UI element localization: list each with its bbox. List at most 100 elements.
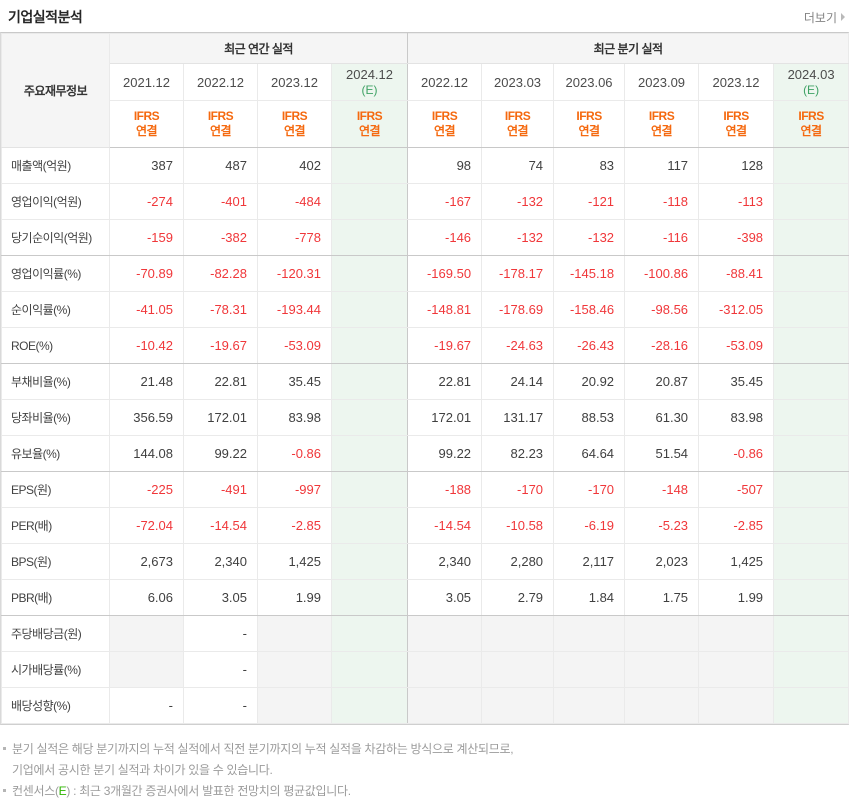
- value-cell: -158.46: [553, 291, 626, 328]
- value-cell: 24.14: [481, 363, 555, 400]
- value-cell: [330, 471, 409, 508]
- footnote-quarterly-cont: 기업에서 공시한 분기 실적과 차이가 있을 수 있습니다.: [3, 760, 850, 781]
- value-cell: 2,023: [624, 543, 700, 580]
- value-cell: 356.59: [109, 399, 184, 436]
- table-row: PER(배) -72.04 -14.54 -2.85 -14.54 -10.58 -6.19…: [1, 507, 850, 544]
- value-cell: -2.85: [698, 507, 775, 544]
- row-label: BPS(원): [1, 543, 110, 580]
- table-row: PBR(배) 6.06 3.05 1.99 3.05 2.79 1.84 1.75 1.99: [1, 579, 850, 616]
- table-row: 순이익률(%) -41.05 -78.31 -193.44 -148.81 -178.69…: [1, 291, 850, 328]
- value-cell: -78.31: [183, 291, 258, 328]
- value-cell: [773, 327, 850, 364]
- corner-header: 주요재무정보: [1, 33, 110, 148]
- row-label: PER(배): [1, 507, 110, 544]
- value-cell: [773, 435, 850, 472]
- value-cell: -19.67: [407, 327, 483, 364]
- page-title: 기업실적분석: [8, 9, 83, 25]
- value-cell: 51.54: [624, 435, 700, 472]
- more-button[interactable]: 더보기: [804, 9, 845, 26]
- value-cell: -6.19: [553, 507, 626, 544]
- value-cell: [773, 471, 850, 508]
- value-cell: 487: [183, 147, 258, 184]
- table-row: ROE(%) -10.42 -19.67 -53.09 -19.67 -24.63 -26.…: [1, 327, 850, 364]
- group-header: 최근 연간 실적: [108, 33, 409, 64]
- value-cell: 387: [109, 147, 184, 184]
- value-cell: -82.28: [183, 255, 258, 292]
- value-cell: 117: [624, 147, 700, 184]
- table-row: 배당성향(%) - -: [1, 687, 850, 724]
- bullet-icon: [3, 789, 6, 792]
- ifrs-header: IFRS 연결: [257, 100, 332, 148]
- value-cell: [257, 687, 332, 724]
- value-cell: -19.67: [183, 327, 258, 364]
- value-cell: [330, 255, 409, 292]
- value-cell: -169.50: [407, 255, 483, 292]
- value-cell: 22.81: [407, 363, 483, 400]
- value-cell: -121: [553, 183, 626, 220]
- value-cell: -26.43: [553, 327, 626, 364]
- ifrs-header: IFRS 연결: [553, 100, 626, 148]
- table-row: 영업이익률(%) -70.89 -82.28 -120.31 -169.50 -178.1…: [1, 255, 850, 292]
- value-cell: [481, 651, 555, 688]
- value-cell: -10.42: [109, 327, 184, 364]
- table-row: 영업이익(억원) -274 -401 -484 -167 -132 -121 -118 -113: [1, 183, 850, 220]
- value-cell: -53.09: [698, 327, 775, 364]
- ifrs-header: IFRS 연결: [407, 100, 483, 148]
- row-label: ROE(%): [1, 327, 110, 364]
- value-cell: -132: [553, 219, 626, 256]
- value-cell: -167: [407, 183, 483, 220]
- value-cell: 144.08: [109, 435, 184, 472]
- value-cell: -274: [109, 183, 184, 220]
- value-cell: 1,425: [698, 543, 775, 580]
- ifrs-header: IFRS 연결: [624, 100, 700, 148]
- bullet-icon: [3, 747, 6, 750]
- value-cell: -148.81: [407, 291, 483, 328]
- value-cell: [330, 183, 409, 220]
- value-cell: [330, 687, 409, 724]
- period-header: 2023.12: [257, 63, 332, 101]
- row-label: 부채비율(%): [1, 363, 110, 400]
- row-label: 매출액(억원): [1, 147, 110, 184]
- estimate-mark: E: [58, 784, 67, 798]
- value-cell: [773, 291, 850, 328]
- value-cell: [624, 687, 700, 724]
- footnote-quarterly: 분기 실적은 해당 분기까지의 누적 실적에서 직전 분기까지의 누적 실적을 …: [3, 739, 850, 760]
- table-row: 당기순이익(억원) -159 -382 -778 -146 -132 -132 -116 -39…: [1, 219, 850, 256]
- value-cell: -178.69: [481, 291, 555, 328]
- value-cell: 402: [257, 147, 332, 184]
- value-cell: 21.48: [109, 363, 184, 400]
- value-cell: 20.92: [553, 363, 626, 400]
- value-cell: 2,280: [481, 543, 555, 580]
- value-cell: [773, 399, 850, 436]
- value-cell: 98: [407, 147, 483, 184]
- period-header: 2022.12: [407, 63, 483, 101]
- value-cell: 2,340: [183, 543, 258, 580]
- value-cell: -778: [257, 219, 332, 256]
- value-cell: [553, 615, 626, 652]
- row-label: 당좌비율(%): [1, 399, 110, 436]
- financial-table: 주요재무정보 최근 연간 실적 최근 분기 실적 2021.12 2022.12 2023…: [1, 33, 850, 724]
- value-cell: 1.99: [257, 579, 332, 616]
- value-cell: [773, 543, 850, 580]
- row-label: PBR(배): [1, 579, 110, 616]
- value-cell: -491: [183, 471, 258, 508]
- value-cell: -100.86: [624, 255, 700, 292]
- value-cell: -24.63: [481, 327, 555, 364]
- value-cell: -14.54: [407, 507, 483, 544]
- value-cell: -188: [407, 471, 483, 508]
- value-cell: [407, 615, 483, 652]
- value-cell: 35.45: [257, 363, 332, 400]
- value-cell: -: [183, 651, 258, 688]
- row-label: 주당배당금(원): [1, 615, 110, 652]
- section-header: 기업실적분석 더보기: [0, 0, 850, 32]
- value-cell: -: [183, 615, 258, 652]
- value-cell: 22.81: [183, 363, 258, 400]
- value-cell: -146: [407, 219, 483, 256]
- value-cell: 6.06: [109, 579, 184, 616]
- value-cell: 2,673: [109, 543, 184, 580]
- table-row: EPS(원) -225 -491 -997 -188 -170 -170 -148 -507: [1, 471, 850, 508]
- value-cell: -41.05: [109, 291, 184, 328]
- value-cell: [773, 219, 850, 256]
- more-button-label: 더보기: [803, 10, 837, 25]
- value-cell: -170: [553, 471, 626, 508]
